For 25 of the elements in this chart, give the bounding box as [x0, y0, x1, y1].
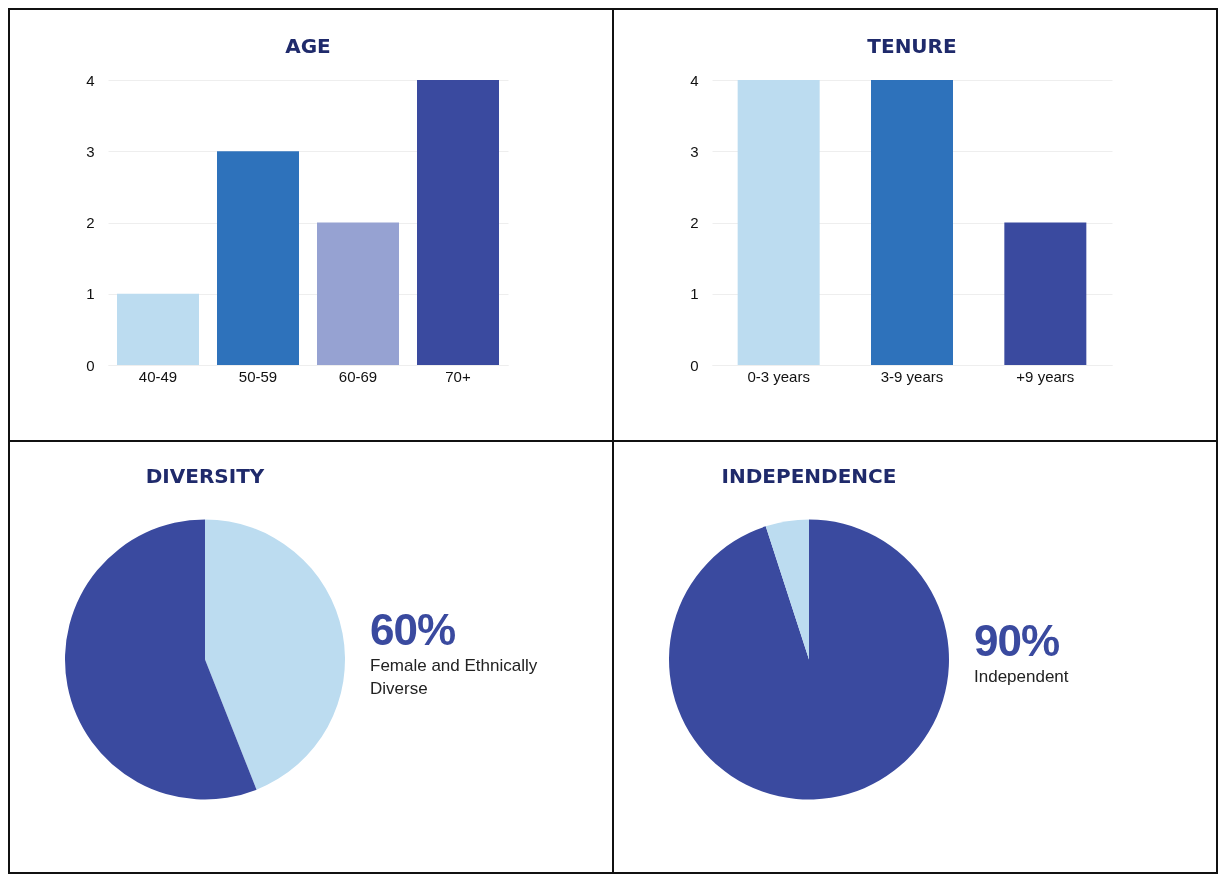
- text: Female and Ethnically Diverse: [370, 654, 539, 700]
- x-tick-label: +9 years: [1016, 367, 1075, 385]
- x-tick-label: 50-59: [238, 367, 278, 385]
- x-tick-label: 40-49: [138, 367, 178, 385]
- text: Independent: [974, 666, 1070, 689]
- y-tick-label: 4: [86, 71, 95, 89]
- y-tick-label: 0: [690, 356, 699, 374]
- y-tick-label: 3: [690, 142, 699, 160]
- y-tick-label: 3: [86, 142, 95, 160]
- text: 60%: [370, 604, 457, 655]
- y-tick-label: 1: [690, 285, 699, 303]
- y-tick-label: 2: [690, 214, 699, 231]
- x-tick-label: 60-69: [338, 367, 378, 385]
- chart-title: INDEPENDENCE: [721, 464, 897, 488]
- x-tick-label: 0-3 years: [747, 367, 810, 385]
- x-tick-label: 70+: [445, 367, 471, 385]
- y-tick-label: 1: [86, 285, 95, 303]
- chart-title: DIVERSITY: [145, 464, 265, 488]
- x-tick-label: 3-9 years: [880, 367, 944, 385]
- chart-title: TENURE: [867, 34, 957, 58]
- text: 90%: [974, 616, 1061, 667]
- y-tick-label: 4: [690, 71, 699, 89]
- y-tick-label: 2: [86, 214, 95, 231]
- y-tick-label: 0: [86, 356, 95, 374]
- chart-title: AGE: [285, 34, 331, 58]
